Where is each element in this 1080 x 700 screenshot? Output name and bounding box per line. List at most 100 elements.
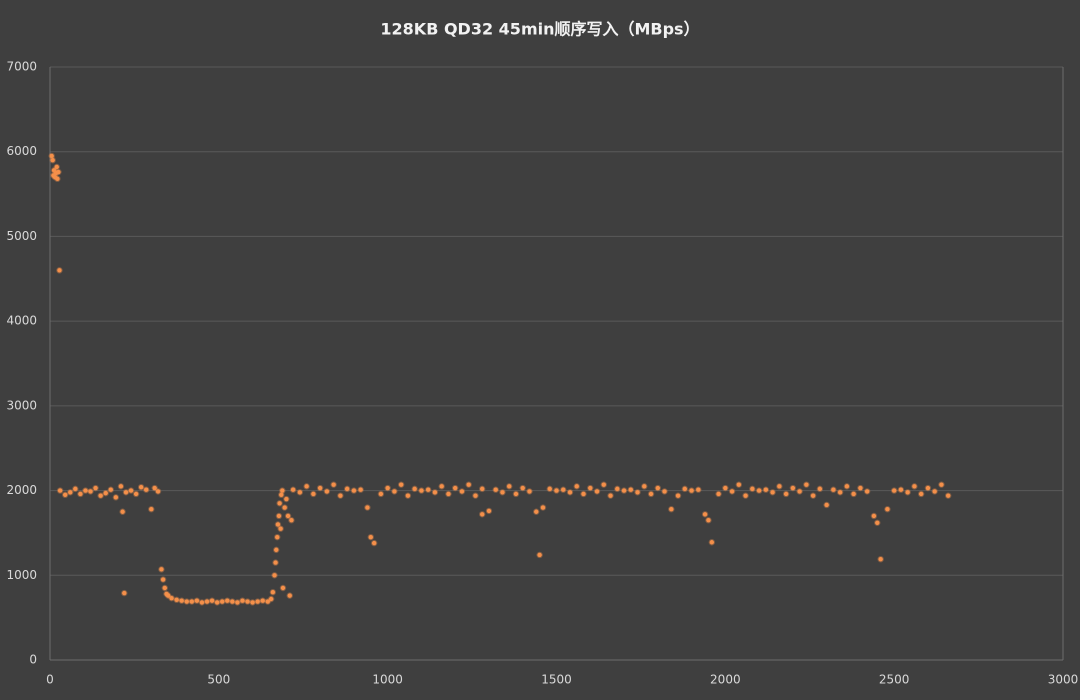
- scatter-point: [273, 546, 280, 554]
- scatter-point: [277, 525, 284, 532]
- scatter-point: [688, 487, 695, 494]
- scatter-point: [219, 598, 226, 605]
- scatter-point: [289, 486, 297, 493]
- scatter-point: [288, 517, 295, 524]
- x-tick-label: 2500: [879, 673, 910, 687]
- scatter-point: [931, 488, 938, 495]
- scatter-point: [274, 533, 281, 541]
- scatter-point: [203, 598, 211, 605]
- scatter-point: [274, 521, 282, 528]
- scatter-point: [56, 487, 64, 494]
- scatter-point: [77, 490, 84, 498]
- scatter-point: [654, 484, 661, 492]
- scatter-point: [154, 488, 162, 495]
- scatter-point: [512, 490, 520, 498]
- scatter-point: [911, 483, 918, 490]
- scatter-point: [92, 484, 99, 492]
- scatter-point: [122, 489, 130, 496]
- scatter-point: [742, 492, 749, 499]
- scatter-point: [614, 485, 621, 493]
- scatter-point: [132, 490, 140, 498]
- x-tick-label: 1000: [372, 673, 403, 687]
- y-tick-label: 0: [29, 653, 37, 667]
- scatter-point: [350, 487, 358, 494]
- scatter-point: [769, 489, 776, 496]
- scatter-point: [519, 484, 526, 492]
- scatter-point: [830, 486, 837, 493]
- scatter-point: [337, 492, 344, 499]
- scatter-point: [55, 168, 62, 176]
- scatter-point: [56, 267, 63, 274]
- scatter-point: [536, 551, 543, 559]
- scatter-point: [119, 508, 126, 515]
- x-tick-label: 2000: [710, 673, 741, 687]
- scatter-point: [278, 491, 285, 499]
- x-tick-label: 500: [207, 673, 230, 687]
- scatter-point: [316, 484, 324, 492]
- scatter-point: [148, 506, 155, 513]
- scatter-point: [54, 175, 61, 183]
- scatter-point: [701, 511, 709, 518]
- scatter-point: [924, 484, 932, 492]
- scatter-point: [647, 490, 655, 498]
- scatter-point: [224, 597, 231, 604]
- scatter-point: [364, 504, 371, 511]
- scatter-point: [323, 488, 331, 495]
- scatter-point: [492, 486, 499, 493]
- scatter-point: [634, 489, 641, 496]
- scatter-point: [850, 490, 857, 498]
- scatter-point: [904, 489, 911, 496]
- scatter-point: [620, 487, 628, 494]
- y-tick-label: 3000: [6, 398, 37, 412]
- scatter-point: [357, 486, 364, 493]
- scatter-point: [553, 487, 560, 494]
- scatter-point: [121, 589, 128, 597]
- scatter-point: [708, 539, 716, 546]
- scatter-point: [715, 490, 722, 498]
- scatter-point: [755, 487, 763, 494]
- scatter-point: [472, 492, 479, 499]
- scatter-point: [539, 504, 547, 511]
- scatter-point: [244, 598, 251, 605]
- scatter-point: [397, 481, 405, 488]
- scatter-point: [127, 487, 135, 494]
- scatter-point: [234, 599, 241, 606]
- scatter-point: [863, 488, 871, 495]
- scatter-point: [61, 491, 69, 499]
- scatter-point: [229, 598, 236, 605]
- y-tick-label: 2000: [6, 483, 37, 497]
- scatter-point: [117, 483, 125, 490]
- scatter-point: [271, 572, 278, 579]
- scatter-point: [884, 506, 891, 513]
- scatter-point: [809, 492, 817, 499]
- y-tick-label: 4000: [6, 314, 37, 328]
- scatter-point: [762, 486, 770, 493]
- scatter-point: [877, 555, 884, 563]
- scatter-point: [452, 484, 459, 492]
- scatter-point: [533, 508, 540, 515]
- y-tick-label: 7000: [6, 60, 37, 74]
- scatter-point: [112, 494, 120, 501]
- scatter-point: [479, 511, 486, 518]
- scatter-point: [749, 485, 756, 493]
- scatter-point: [296, 489, 304, 496]
- scatter-point: [816, 485, 824, 493]
- scatter-point: [593, 488, 601, 495]
- scatter-point: [143, 486, 150, 493]
- scatter-point: [151, 484, 158, 492]
- scatter-point: [384, 484, 391, 492]
- scatter-point: [782, 490, 790, 498]
- x-tick-label: 1500: [541, 673, 572, 687]
- scatter-point: [823, 501, 830, 509]
- scatter-point: [661, 488, 668, 495]
- scatter-point: [164, 592, 172, 599]
- scatter-point: [836, 489, 844, 496]
- scatter-point: [587, 484, 594, 492]
- y-tick-label: 1000: [6, 568, 37, 582]
- scatter-point: [158, 566, 165, 573]
- scatter-point: [607, 492, 614, 499]
- scatter-point: [377, 490, 385, 498]
- scatter-point: [208, 597, 216, 604]
